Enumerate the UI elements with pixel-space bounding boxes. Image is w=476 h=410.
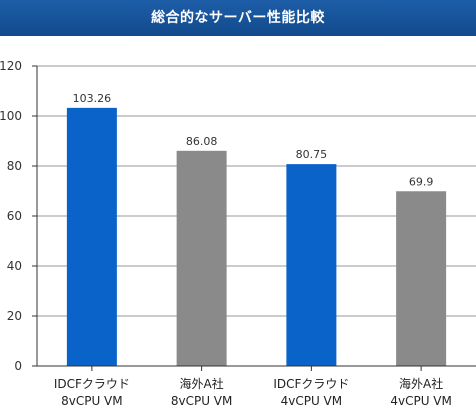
bar: [176, 150, 227, 366]
y-tick-label: 40: [7, 259, 22, 273]
category-label: IDCFクラウド 8vCPU VM: [54, 377, 130, 408]
bar-value-label: 103.26: [73, 92, 112, 105]
bars: [66, 107, 447, 366]
category-label: 海外A社 8vCPU VM: [171, 376, 233, 408]
y-tick-label: 60: [7, 209, 22, 223]
bar-value-label: 80.75: [296, 148, 328, 161]
category-labels: IDCFクラウド 8vCPU VM 海外A社 8vCPU VM IDCFクラウド 4vCP…: [54, 376, 452, 408]
y-tick-label: 120: [0, 59, 22, 73]
y-tick-label: 80: [7, 159, 22, 173]
y-tick-label: 100: [0, 109, 22, 123]
chart-title: 総合的なサーバー性能比較: [0, 0, 476, 36]
value-labels: 103.26 86.08 80.75 69.9: [73, 92, 434, 188]
y-axis-ticks: 0 20 40 60 80 100 120: [0, 59, 22, 373]
bar: [66, 107, 117, 366]
category-label: 海外A社 4vCPU VM: [390, 376, 452, 408]
bar-value-label: 86.08: [186, 135, 218, 148]
category-label: IDCFクラウド 4vCPU VM: [273, 377, 349, 408]
axes: [32, 65, 476, 371]
y-tick-label: 0: [14, 359, 22, 373]
bar-value-label: 69.9: [409, 175, 434, 188]
bar: [396, 191, 447, 366]
bar: [286, 164, 337, 366]
y-tick-label: 20: [7, 309, 22, 323]
